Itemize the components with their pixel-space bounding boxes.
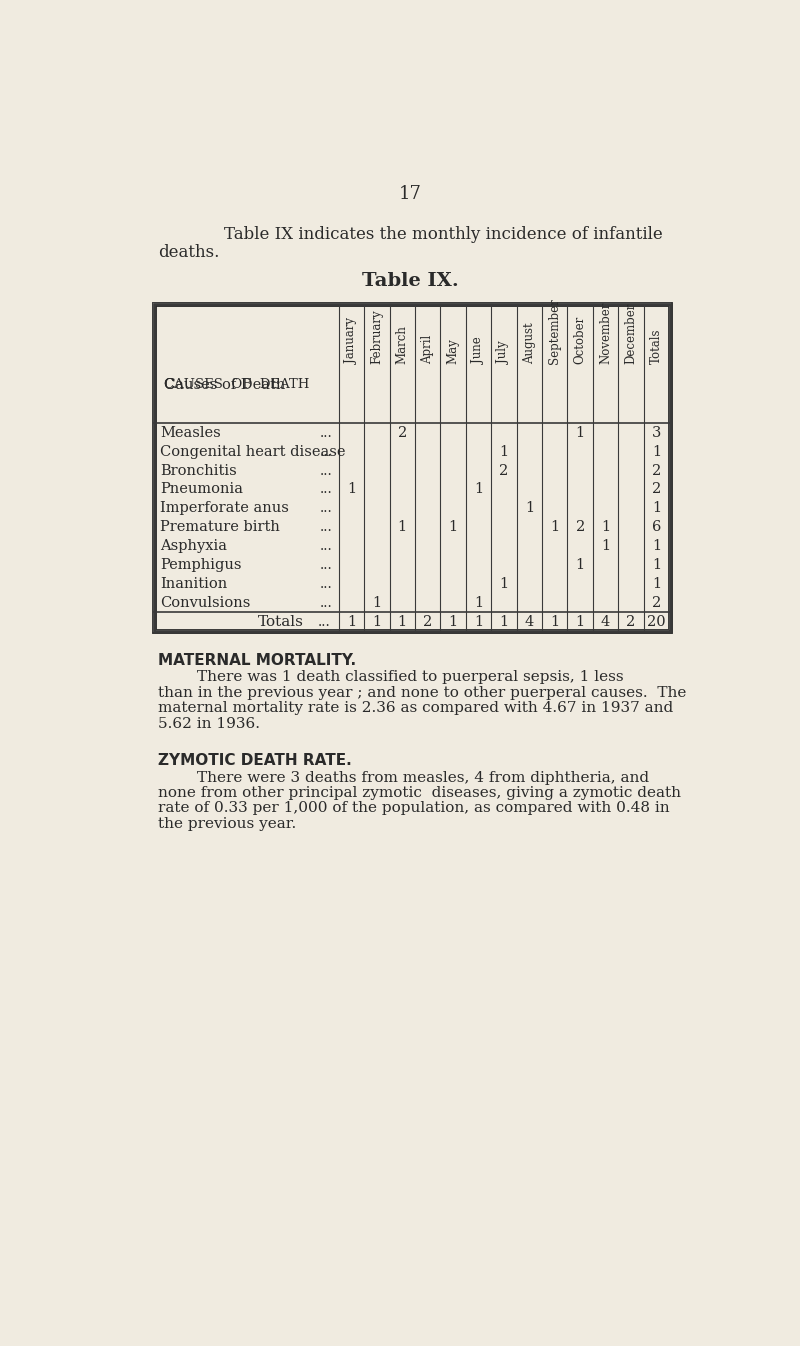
Text: 17: 17 <box>398 184 422 203</box>
Text: ...: ... <box>320 596 333 610</box>
Text: There were 3 deaths from measles, 4 from diphtheria, and: There were 3 deaths from measles, 4 from… <box>158 770 650 785</box>
Text: CAUSES  OF  DEATH: CAUSES OF DEATH <box>163 378 309 392</box>
Text: October: October <box>574 315 586 363</box>
Text: 1: 1 <box>474 482 483 497</box>
Text: 1: 1 <box>652 444 661 459</box>
Text: none from other principal zymotic  diseases, giving a zymotic death: none from other principal zymotic diseas… <box>158 786 681 800</box>
Text: 20: 20 <box>647 615 666 629</box>
Text: 2: 2 <box>626 615 636 629</box>
Text: 4: 4 <box>525 615 534 629</box>
Text: ...: ... <box>320 501 333 516</box>
Text: Congenital heart disease: Congenital heart disease <box>161 444 346 459</box>
Text: 6: 6 <box>652 521 661 534</box>
Text: 1: 1 <box>601 540 610 553</box>
Text: July: July <box>498 341 510 363</box>
Text: 2: 2 <box>652 463 661 478</box>
Text: 1: 1 <box>499 615 509 629</box>
Text: 1: 1 <box>449 615 458 629</box>
Text: April: April <box>421 334 434 363</box>
Text: September: September <box>548 297 562 363</box>
Text: 1: 1 <box>576 425 585 440</box>
Text: 1: 1 <box>372 615 382 629</box>
Text: 2: 2 <box>575 521 585 534</box>
Text: ZYMOTIC DEATH RATE.: ZYMOTIC DEATH RATE. <box>158 752 352 769</box>
Text: ...: ... <box>320 482 333 497</box>
Text: 1: 1 <box>652 577 661 591</box>
Text: ...: ... <box>318 615 331 629</box>
Text: Imperforate anus: Imperforate anus <box>161 501 290 516</box>
Text: Totals: Totals <box>650 328 663 363</box>
Text: February: February <box>370 310 383 363</box>
Text: maternal mortality rate is 2.36 as compared with 4.67 in 1937 and: maternal mortality rate is 2.36 as compa… <box>158 701 674 715</box>
Text: March: March <box>396 324 409 363</box>
Text: Bronchitis: Bronchitis <box>161 463 237 478</box>
Text: Table IX.: Table IX. <box>362 272 458 289</box>
Text: 3: 3 <box>652 425 661 440</box>
Text: 4: 4 <box>601 615 610 629</box>
Bar <box>154 304 670 631</box>
Text: ...: ... <box>320 540 333 553</box>
Text: 1: 1 <box>652 501 661 516</box>
Text: 2: 2 <box>499 463 509 478</box>
Text: 1: 1 <box>576 615 585 629</box>
Text: 1: 1 <box>347 482 356 497</box>
Text: 2: 2 <box>423 615 432 629</box>
Text: ...: ... <box>320 559 333 572</box>
Text: 1: 1 <box>398 615 407 629</box>
Text: Premature birth: Premature birth <box>161 521 280 534</box>
Text: ...: ... <box>320 444 333 459</box>
Text: 1: 1 <box>398 521 407 534</box>
Bar <box>154 304 670 631</box>
Text: 1: 1 <box>652 559 661 572</box>
Text: November: November <box>599 302 612 363</box>
Text: 1: 1 <box>347 615 356 629</box>
Text: 5.62 in 1936.: 5.62 in 1936. <box>158 716 260 731</box>
Text: 1: 1 <box>525 501 534 516</box>
Text: ...: ... <box>320 425 333 440</box>
Text: Measles: Measles <box>161 425 221 440</box>
Text: Pemphigus: Pemphigus <box>161 559 242 572</box>
Text: May: May <box>446 338 459 363</box>
Text: 2: 2 <box>652 482 661 497</box>
Text: ...: ... <box>320 577 333 591</box>
Text: rate of 0.33 per 1,000 of the population, as compared with 0.48 in: rate of 0.33 per 1,000 of the population… <box>158 801 670 816</box>
Text: Asphyxia: Asphyxia <box>161 540 227 553</box>
Text: deaths.: deaths. <box>158 244 219 261</box>
Bar <box>154 304 670 631</box>
Text: Causes of Death: Causes of Death <box>163 378 285 392</box>
Text: 1: 1 <box>499 577 509 591</box>
Text: 1: 1 <box>652 540 661 553</box>
Text: 1: 1 <box>449 521 458 534</box>
Text: 1: 1 <box>550 521 559 534</box>
Text: Pneumonia: Pneumonia <box>161 482 243 497</box>
Text: Convulsions: Convulsions <box>161 596 251 610</box>
Text: 1: 1 <box>474 615 483 629</box>
Text: than in the previous year ; and none to other puerperal causes.  The: than in the previous year ; and none to … <box>158 686 686 700</box>
Text: ...: ... <box>320 463 333 478</box>
Text: Inanition: Inanition <box>161 577 228 591</box>
Text: 1: 1 <box>474 596 483 610</box>
Text: 1: 1 <box>499 444 509 459</box>
Text: 1: 1 <box>576 559 585 572</box>
Text: 2: 2 <box>398 425 407 440</box>
Text: Totals: Totals <box>258 615 304 629</box>
Text: Table IX indicates the monthly incidence of infantile: Table IX indicates the monthly incidence… <box>224 226 662 244</box>
Text: ...: ... <box>320 521 333 534</box>
Text: January: January <box>345 318 358 363</box>
Text: There was 1 death classified to puerperal sepsis, 1 less: There was 1 death classified to puerpera… <box>158 670 624 684</box>
Text: 1: 1 <box>601 521 610 534</box>
Text: C: C <box>163 378 175 392</box>
Text: 2: 2 <box>652 596 661 610</box>
Text: June: June <box>472 336 485 363</box>
Text: 1: 1 <box>372 596 382 610</box>
Text: MATERNAL MORTALITY.: MATERNAL MORTALITY. <box>158 653 356 668</box>
Text: the previous year.: the previous year. <box>158 817 296 830</box>
Text: 1: 1 <box>550 615 559 629</box>
Text: December: December <box>625 303 638 363</box>
Bar <box>154 304 670 631</box>
Text: August: August <box>523 322 536 363</box>
